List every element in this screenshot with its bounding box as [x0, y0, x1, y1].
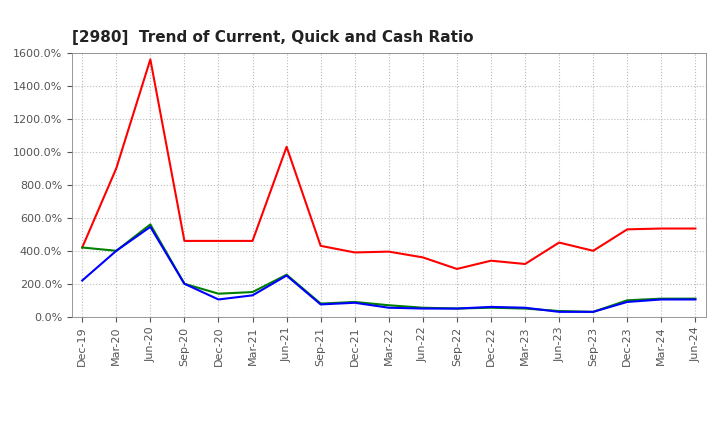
Current Ratio	[248, 238, 257, 244]
Cash Ratio	[78, 278, 86, 283]
Quick Ratio	[691, 296, 700, 301]
Current Ratio	[453, 266, 462, 271]
Current Ratio	[384, 249, 393, 254]
Quick Ratio	[589, 309, 598, 315]
Current Ratio	[589, 248, 598, 253]
Quick Ratio	[418, 305, 427, 310]
Current Ratio	[214, 238, 222, 244]
Current Ratio	[487, 258, 495, 263]
Current Ratio	[555, 240, 564, 245]
Current Ratio	[146, 57, 155, 62]
Cash Ratio	[180, 281, 189, 286]
Current Ratio	[78, 245, 86, 250]
Cash Ratio	[248, 293, 257, 298]
Line: Quick Ratio: Quick Ratio	[82, 224, 696, 312]
Cash Ratio	[282, 273, 291, 278]
Cash Ratio	[521, 305, 529, 310]
Cash Ratio	[453, 306, 462, 311]
Cash Ratio	[316, 302, 325, 307]
Current Ratio	[521, 261, 529, 267]
Quick Ratio	[282, 272, 291, 277]
Quick Ratio	[657, 296, 665, 301]
Cash Ratio	[555, 309, 564, 315]
Quick Ratio	[146, 222, 155, 227]
Line: Cash Ratio: Cash Ratio	[82, 227, 696, 312]
Current Ratio	[691, 226, 700, 231]
Quick Ratio	[248, 290, 257, 295]
Cash Ratio	[657, 297, 665, 302]
Quick Ratio	[316, 301, 325, 306]
Quick Ratio	[180, 281, 189, 286]
Text: [2980]  Trend of Current, Quick and Cash Ratio: [2980] Trend of Current, Quick and Cash …	[72, 29, 474, 45]
Cash Ratio	[112, 248, 121, 253]
Cash Ratio	[589, 309, 598, 315]
Cash Ratio	[418, 306, 427, 311]
Cash Ratio	[691, 297, 700, 302]
Cash Ratio	[623, 299, 631, 304]
Quick Ratio	[214, 291, 222, 297]
Cash Ratio	[214, 297, 222, 302]
Cash Ratio	[146, 224, 155, 230]
Cash Ratio	[351, 300, 359, 305]
Quick Ratio	[487, 305, 495, 310]
Quick Ratio	[112, 248, 121, 253]
Quick Ratio	[521, 306, 529, 311]
Current Ratio	[623, 227, 631, 232]
Current Ratio	[657, 226, 665, 231]
Current Ratio	[418, 255, 427, 260]
Quick Ratio	[623, 297, 631, 303]
Current Ratio	[180, 238, 189, 244]
Quick Ratio	[351, 299, 359, 304]
Line: Current Ratio: Current Ratio	[82, 59, 696, 269]
Cash Ratio	[384, 305, 393, 310]
Quick Ratio	[555, 308, 564, 314]
Quick Ratio	[384, 303, 393, 308]
Current Ratio	[112, 165, 121, 171]
Cash Ratio	[487, 304, 495, 310]
Current Ratio	[282, 144, 291, 150]
Current Ratio	[351, 250, 359, 255]
Quick Ratio	[453, 306, 462, 311]
Current Ratio	[316, 243, 325, 249]
Quick Ratio	[78, 245, 86, 250]
